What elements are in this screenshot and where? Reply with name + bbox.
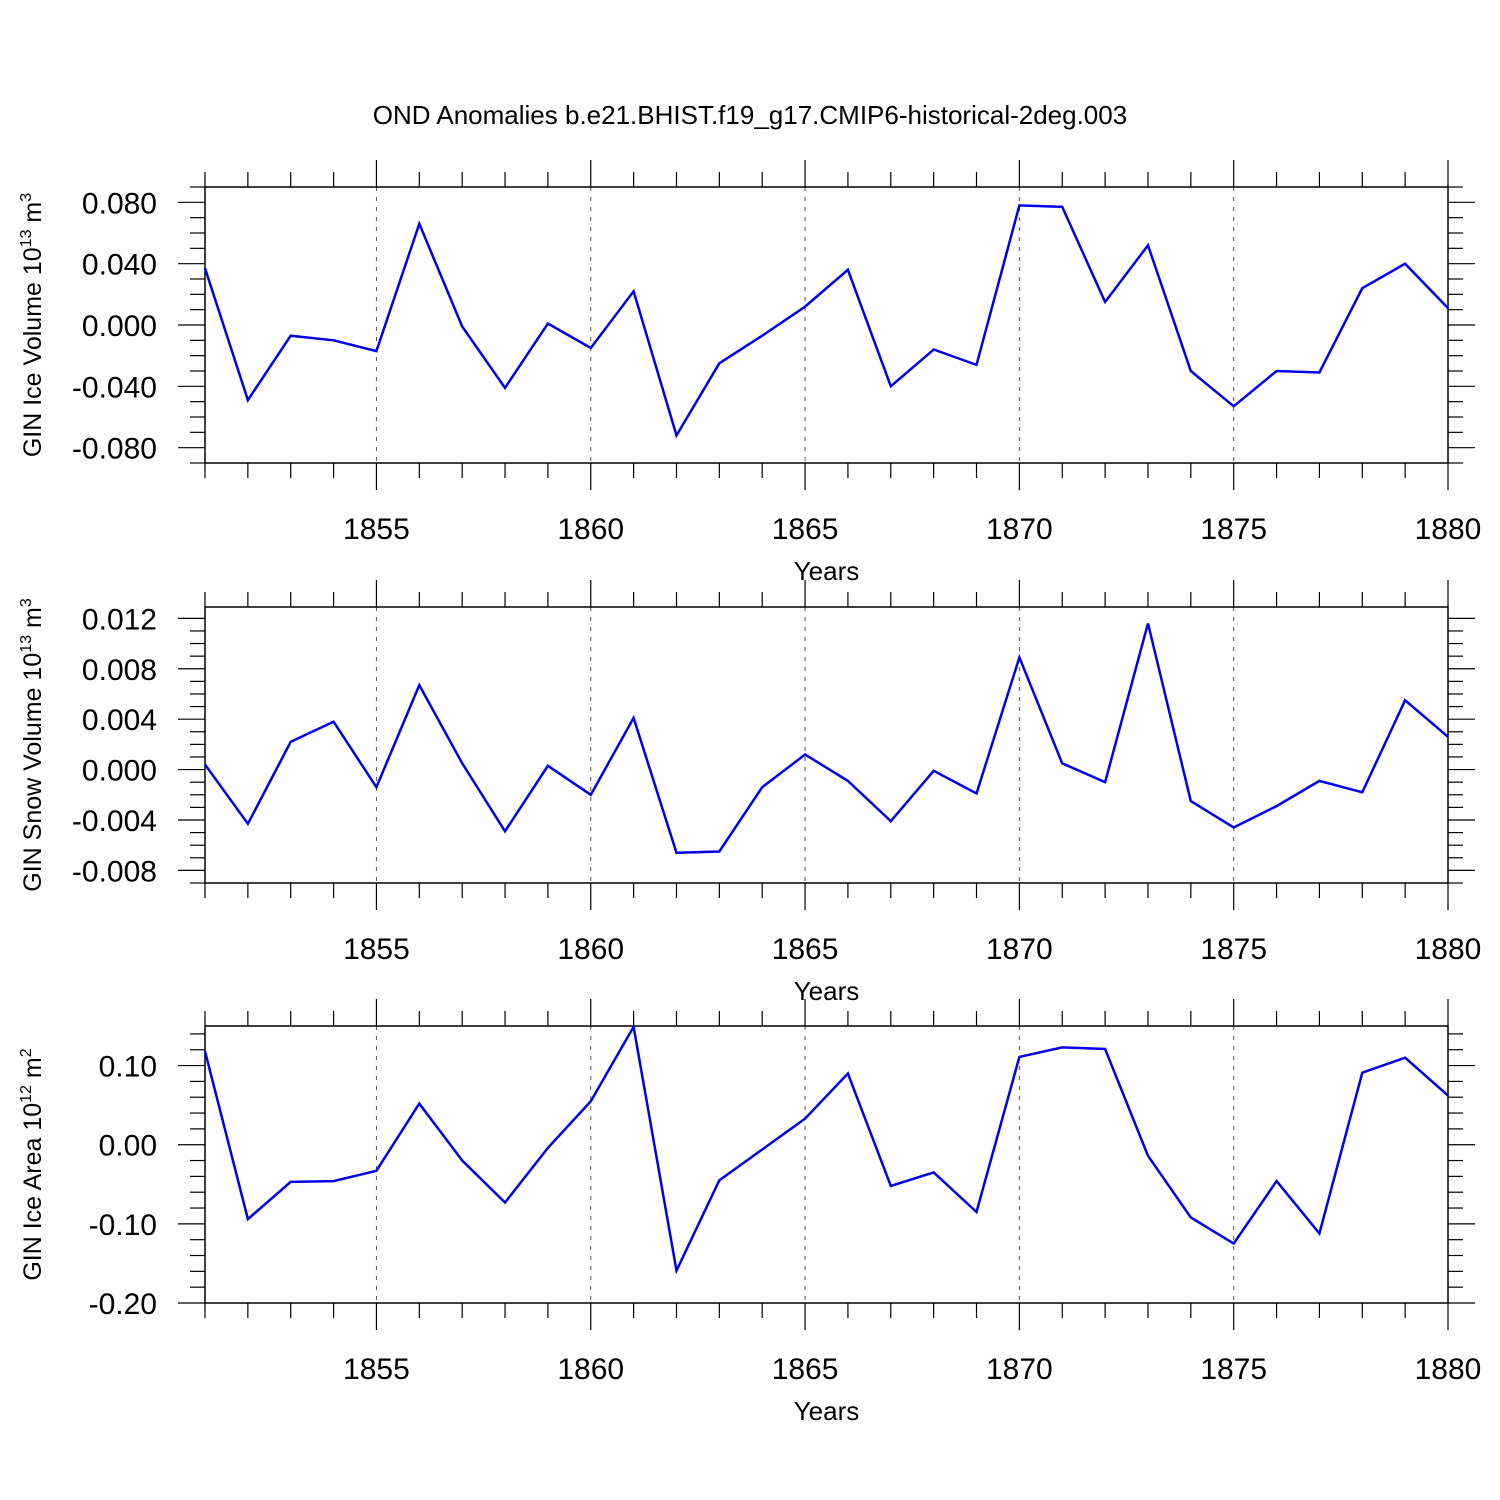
y-tick-label: -0.008	[72, 855, 157, 888]
x-tick-label: 1870	[986, 933, 1053, 966]
x-axis-label: Years	[794, 1396, 860, 1426]
y-tick-label: -0.20	[89, 1288, 157, 1321]
y-tick-label: -0.10	[89, 1209, 157, 1242]
plot-frame	[204, 606, 1449, 884]
x-tick-label: 1875	[1200, 1353, 1267, 1386]
x-tick-label: 1855	[343, 513, 410, 546]
x-tick-label: 1880	[1415, 1353, 1482, 1386]
y-tick-label: -0.080	[72, 433, 157, 466]
series-line	[203, 623, 1449, 855]
x-tick-label: 1855	[343, 1353, 410, 1386]
x-tick-label: 1860	[557, 1353, 624, 1386]
y-tick-label: 0.00	[99, 1130, 157, 1163]
y-tick-label: 0.080	[82, 187, 157, 220]
x-tick-label: 1865	[772, 1353, 839, 1386]
series-line	[203, 204, 1449, 439]
plot-frame	[204, 1025, 1449, 1304]
y-axis-label: GIN Ice Area 1012 m2	[18, 1048, 47, 1280]
y-tick-label: 0.012	[82, 603, 157, 636]
y-tick-label: 0.000	[82, 310, 157, 343]
x-tick-label: 1870	[986, 513, 1053, 546]
y-tick-label: 0.10	[99, 1051, 157, 1084]
x-tick-label: 1875	[1200, 513, 1267, 546]
panel-2: -0.008 -0.004 0.000 0.004 0.008 0.012 1855 1860…	[18, 580, 1481, 1006]
panel-1: -0.080 -0.040 0.000 0.040 0.080 1855 1860 1865 1…	[18, 160, 1481, 586]
x-tick-label: 1855	[343, 933, 410, 966]
y-axis-label: GIN Snow Volume 1013 m3	[18, 598, 47, 892]
x-tick-label: 1870	[986, 1353, 1053, 1386]
figure-title: OND Anomalies b.e21.BHIST.f19_g17.CMIP6-…	[373, 100, 1127, 130]
x-tick-label: 1860	[557, 513, 624, 546]
y-tick-label: -0.004	[72, 805, 157, 838]
y-tick-label: 0.004	[82, 704, 157, 737]
x-tick-label: 1860	[557, 933, 624, 966]
x-tick-label: 1880	[1415, 513, 1482, 546]
series-line	[203, 1023, 1449, 1275]
x-tick-label: 1865	[772, 933, 839, 966]
panel-3: -0.20 -0.10 0.00 0.10 1855 1860 1865 1870 1875 18…	[18, 999, 1481, 1426]
y-tick-label: -0.040	[72, 371, 157, 404]
plot-frame	[204, 186, 1449, 464]
y-tick-label: 0.008	[82, 654, 157, 687]
x-axis-label: Years	[794, 556, 860, 586]
x-tick-label: 1880	[1415, 933, 1482, 966]
x-axis-label: Years	[794, 976, 860, 1006]
y-axis-label: GIN Ice Volume 1013 m3	[18, 193, 47, 457]
x-tick-label: 1875	[1200, 933, 1267, 966]
y-tick-label: 0.000	[82, 755, 157, 788]
y-tick-label: 0.040	[82, 249, 157, 282]
x-tick-label: 1865	[772, 513, 839, 546]
